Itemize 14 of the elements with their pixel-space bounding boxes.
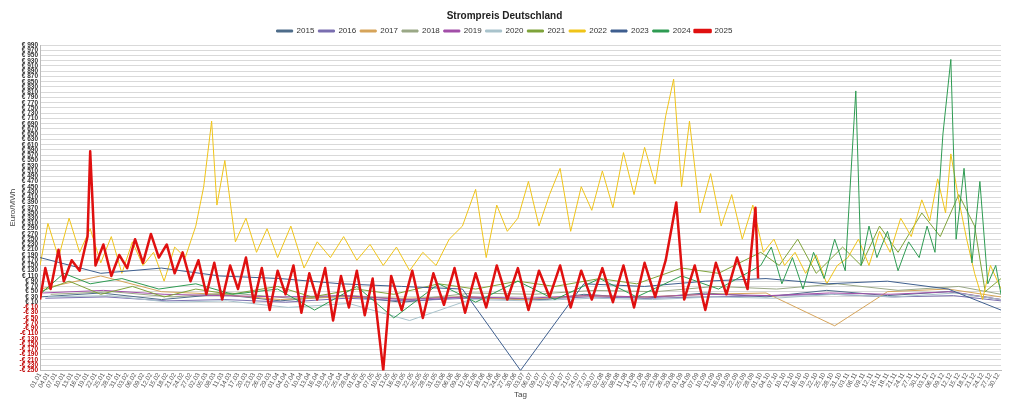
chart-title: Strompreis Deutschland <box>446 9 563 21</box>
legend-label: 2015 <box>296 26 315 36</box>
legend-label: 2018 <box>422 26 441 36</box>
y-axis-title: Euro/MWh <box>8 188 17 227</box>
legend-label: 2019 <box>463 26 483 36</box>
legend-label: 2023 <box>630 26 650 36</box>
legend-label: 2022 <box>589 26 608 36</box>
legend-label: 2021 <box>547 26 566 36</box>
legend-label: 2020 <box>505 26 524 36</box>
legend-label: 2017 <box>380 26 399 36</box>
legend-label: 2024 <box>672 26 692 36</box>
legend-label: 2016 <box>338 26 357 36</box>
legend-label: 2025 <box>714 26 733 36</box>
x-axis-title: Tag <box>514 390 527 400</box>
